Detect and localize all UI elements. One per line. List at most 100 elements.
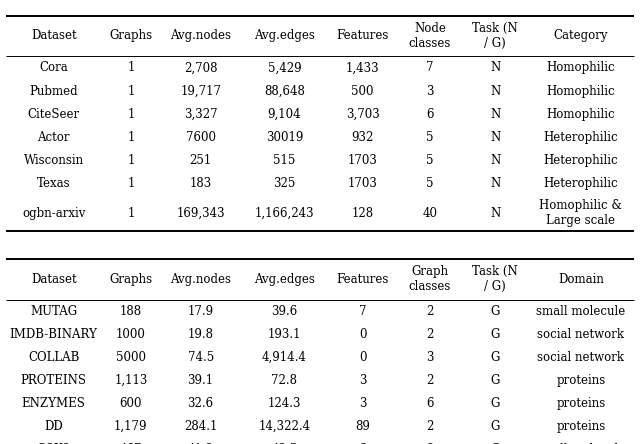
Text: 3: 3 — [359, 374, 366, 387]
Text: G: G — [491, 328, 500, 341]
Text: 5000: 5000 — [116, 351, 146, 364]
Text: 32.6: 32.6 — [188, 397, 214, 410]
Text: social network: social network — [538, 328, 625, 341]
Text: G: G — [491, 397, 500, 410]
Text: 3: 3 — [359, 443, 366, 444]
Text: 1: 1 — [127, 131, 134, 144]
Text: 9,104: 9,104 — [268, 107, 301, 121]
Text: Wisconsin: Wisconsin — [24, 154, 84, 167]
Text: 4,914.4: 4,914.4 — [262, 351, 307, 364]
Text: PROTEINS: PROTEINS — [20, 374, 86, 387]
Text: Domain: Domain — [558, 273, 604, 286]
Text: 1: 1 — [127, 84, 134, 98]
Text: small molecule: small molecule — [536, 443, 625, 444]
Text: 183: 183 — [189, 177, 212, 190]
Text: G: G — [491, 374, 500, 387]
Text: N: N — [490, 177, 500, 190]
Text: G: G — [491, 305, 500, 318]
Text: Dataset: Dataset — [31, 273, 77, 286]
Text: Heterophilic: Heterophilic — [543, 177, 618, 190]
Text: Heterophilic: Heterophilic — [543, 131, 618, 144]
Text: MUTAG: MUTAG — [30, 305, 77, 318]
Text: 500: 500 — [351, 84, 374, 98]
Text: 1,166,243: 1,166,243 — [255, 206, 314, 220]
Text: Pubmed: Pubmed — [29, 84, 78, 98]
Text: 43.5: 43.5 — [271, 443, 298, 444]
Text: social network: social network — [538, 351, 625, 364]
Text: Task (N
/ G): Task (N / G) — [472, 22, 518, 50]
Text: Features: Features — [337, 273, 388, 286]
Text: Graphs: Graphs — [109, 273, 152, 286]
Text: Avg.edges: Avg.edges — [254, 29, 315, 43]
Text: 3: 3 — [359, 397, 366, 410]
Text: 128: 128 — [351, 206, 374, 220]
Text: 932: 932 — [351, 131, 374, 144]
Text: 19.8: 19.8 — [188, 328, 214, 341]
Text: 193.1: 193.1 — [268, 328, 301, 341]
Text: 6: 6 — [426, 397, 434, 410]
Text: Features: Features — [337, 29, 388, 43]
Text: 2: 2 — [426, 305, 433, 318]
Text: Node
classes: Node classes — [409, 22, 451, 50]
Text: proteins: proteins — [556, 397, 605, 410]
Text: 5: 5 — [426, 177, 434, 190]
Text: 89: 89 — [355, 420, 370, 433]
Text: 5: 5 — [426, 154, 434, 167]
Text: Task (N
/ G): Task (N / G) — [472, 265, 518, 293]
Text: 2: 2 — [426, 443, 433, 444]
Text: 6: 6 — [426, 107, 434, 121]
Text: CiteSeer: CiteSeer — [28, 107, 80, 121]
Text: N: N — [490, 131, 500, 144]
Text: 284.1: 284.1 — [184, 420, 218, 433]
Text: 74.5: 74.5 — [188, 351, 214, 364]
Text: COX2: COX2 — [36, 443, 71, 444]
Text: Texas: Texas — [37, 177, 70, 190]
Text: Avg.edges: Avg.edges — [254, 273, 315, 286]
Text: proteins: proteins — [556, 420, 605, 433]
Text: Graphs: Graphs — [109, 29, 152, 43]
Text: 30019: 30019 — [266, 131, 303, 144]
Text: 1,179: 1,179 — [114, 420, 148, 433]
Text: 1000: 1000 — [116, 328, 146, 341]
Text: 1: 1 — [127, 61, 134, 75]
Text: 19,717: 19,717 — [180, 84, 221, 98]
Text: 1: 1 — [127, 206, 134, 220]
Text: 2: 2 — [426, 328, 433, 341]
Text: 0: 0 — [359, 351, 366, 364]
Text: 1,433: 1,433 — [346, 61, 380, 75]
Text: 7: 7 — [359, 305, 366, 318]
Text: Homophilic: Homophilic — [547, 61, 615, 75]
Text: 3,703: 3,703 — [346, 107, 380, 121]
Text: 1: 1 — [127, 177, 134, 190]
Text: Cora: Cora — [39, 61, 68, 75]
Text: 467: 467 — [120, 443, 142, 444]
Text: N: N — [490, 84, 500, 98]
Text: 39.6: 39.6 — [271, 305, 298, 318]
Text: N: N — [490, 61, 500, 75]
Text: N: N — [490, 154, 500, 167]
Text: Actor: Actor — [38, 131, 70, 144]
Text: ENZYMES: ENZYMES — [22, 397, 86, 410]
Text: 5,429: 5,429 — [268, 61, 301, 75]
Text: COLLAB: COLLAB — [28, 351, 79, 364]
Text: 72.8: 72.8 — [271, 374, 298, 387]
Text: DD: DD — [44, 420, 63, 433]
Text: Avg.nodes: Avg.nodes — [170, 273, 231, 286]
Text: 188: 188 — [120, 305, 142, 318]
Text: Dataset: Dataset — [31, 29, 77, 43]
Text: Heterophilic: Heterophilic — [543, 154, 618, 167]
Text: 2: 2 — [426, 420, 433, 433]
Text: 1: 1 — [127, 107, 134, 121]
Text: N: N — [490, 206, 500, 220]
Text: Homophilic &
Large scale: Homophilic & Large scale — [540, 199, 622, 227]
Text: 17.9: 17.9 — [188, 305, 214, 318]
Text: 40: 40 — [422, 206, 437, 220]
Text: 1,113: 1,113 — [114, 374, 147, 387]
Text: 515: 515 — [273, 154, 296, 167]
Text: G: G — [491, 420, 500, 433]
Text: Category: Category — [554, 29, 608, 43]
Text: G: G — [491, 443, 500, 444]
Text: small molecule: small molecule — [536, 305, 625, 318]
Text: Homophilic: Homophilic — [547, 107, 615, 121]
Text: 39.1: 39.1 — [188, 374, 214, 387]
